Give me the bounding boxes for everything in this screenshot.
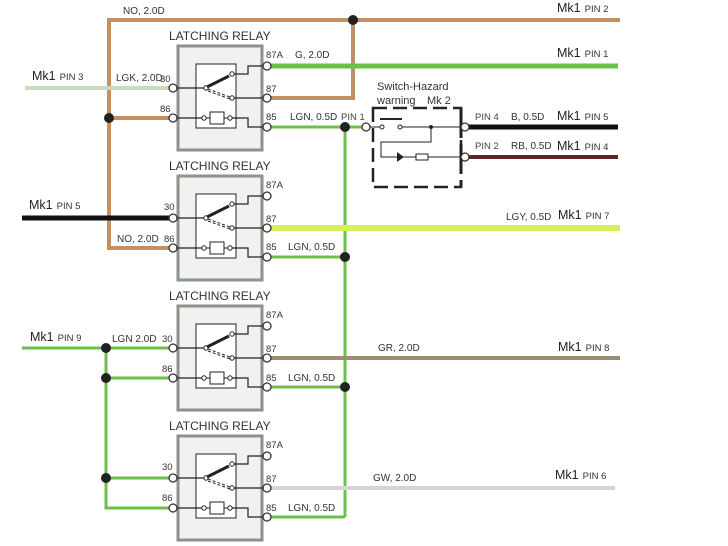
relay-title: LATCHING RELAY (169, 419, 271, 433)
pin-label: 85 (266, 242, 277, 253)
pin-label: 87 (266, 344, 277, 355)
connector-label: Mk1 PIN 8 (558, 340, 609, 354)
wire-label: G, 2.0D (295, 50, 329, 61)
wire-label: LGY, 0.5D (506, 212, 551, 223)
wire-label: RB, 0.5D (511, 141, 552, 152)
led-icon (397, 152, 404, 162)
wire-labels: NO, 2.0D LGK, 2.0D G, 2.0D LGN, 0.5D NO,… (112, 6, 552, 514)
hazard-subtitle: warning (376, 95, 416, 107)
hazard-pin4-label: PIN 4 (475, 112, 499, 123)
junction-dot (101, 373, 111, 383)
relay-symbol (167, 434, 273, 542)
wire-label: LGN, 0.5D (288, 503, 335, 514)
relay-symbol (167, 44, 273, 152)
wire-label: LGN 2.0D (112, 334, 156, 345)
wire-label: LGN, 0.5D (288, 242, 335, 253)
pin-label: 87 (266, 474, 277, 485)
pin-label: 30 (164, 202, 175, 213)
junction-dot (340, 122, 350, 132)
wire-lgn-left-bus (104, 348, 174, 510)
pin-label: 85 (266, 112, 277, 123)
wires (22, 18, 620, 519)
relay-2: LATCHING RELAY 30 86 87A 87 85 (164, 159, 284, 282)
pin-label: 86 (162, 493, 173, 504)
pin-label: 87 (266, 84, 277, 95)
pin-label: 85 (266, 503, 277, 514)
pin-label: 87 (266, 214, 277, 225)
connector-label: Mk1 PIN 5 (557, 109, 608, 123)
wire-label: LGK, 2.0D (116, 73, 163, 84)
relay-3: LATCHING RELAY 30 86 87A 87 85 (162, 289, 284, 412)
wire-no-top (107, 18, 620, 250)
connector-label: Mk1 PIN 5 (29, 198, 80, 212)
junction-dot (101, 473, 111, 483)
pin-label: 30 (162, 462, 173, 473)
pin-label: 30 (160, 74, 171, 85)
relay-symbol (167, 174, 273, 282)
pin-label: 87A (266, 310, 284, 321)
hazard-switch: Switch-Hazard warning Mk 2 PIN 1 PIN 4 P… (341, 81, 499, 189)
relay-title: LATCHING RELAY (169, 29, 271, 43)
connector-label: Mk1 PIN 7 (558, 208, 609, 222)
junction-dot (340, 382, 350, 392)
hazard-mk: Mk 2 (427, 95, 451, 107)
relay-symbol (167, 304, 273, 412)
relay-title: LATCHING RELAY (169, 159, 271, 173)
relay-1: LATCHING RELAY 30 86 87A 87 85 (160, 29, 284, 152)
relay-4: LATCHING RELAY 30 86 87A 87 85 (162, 419, 284, 542)
wire-relay1-87-brown (270, 20, 355, 100)
junctions (101, 15, 358, 483)
connector-label: Mk1 PIN 9 (30, 330, 81, 344)
wire-label: LGN, 0.5D (290, 112, 337, 123)
resistor-icon (415, 153, 429, 161)
pin-label: 86 (160, 104, 171, 115)
hazard-title: Switch-Hazard (377, 81, 449, 93)
pin-label: 30 (162, 334, 173, 345)
wire-label: GW, 2.0D (373, 473, 416, 484)
connector-label: Mk1 PIN 1 (557, 46, 608, 60)
pin-label: 87A (266, 440, 284, 451)
pin-label: 86 (164, 234, 175, 245)
wire-label: LGN, 0.5D (288, 373, 335, 384)
pin-label: 86 (162, 364, 173, 375)
connector-label: Mk1 PIN 2 (557, 1, 608, 15)
connector-labels: Mk1 PIN 2 Mk1 PIN 1 Mk1 PIN 3 Mk1 PIN 5 Mk1 P… (29, 1, 609, 482)
hazard-pin2-label: PIN 2 (475, 141, 499, 152)
junction-dot (340, 252, 350, 262)
junction-dot (104, 113, 114, 123)
connector-label: Mk1 PIN 4 (557, 139, 608, 153)
wire-label: GR, 2.0D (378, 343, 420, 354)
junction-dot (348, 15, 358, 25)
relay-title: LATCHING RELAY (169, 289, 271, 303)
pin-label: 85 (266, 373, 277, 384)
wire-label: B, 0.5D (511, 112, 544, 123)
wire-label: NO, 2.0D (123, 6, 165, 17)
connector-label: Mk1 PIN 6 (555, 468, 606, 482)
hazard-pin1-label: PIN 1 (341, 112, 365, 123)
junction-dot (101, 343, 111, 353)
wire-label: NO, 2.0D (117, 234, 159, 245)
pin-label: 87A (266, 180, 284, 191)
pin-label: 87A (266, 50, 284, 61)
connector-label: Mk1 PIN 3 (32, 69, 83, 83)
